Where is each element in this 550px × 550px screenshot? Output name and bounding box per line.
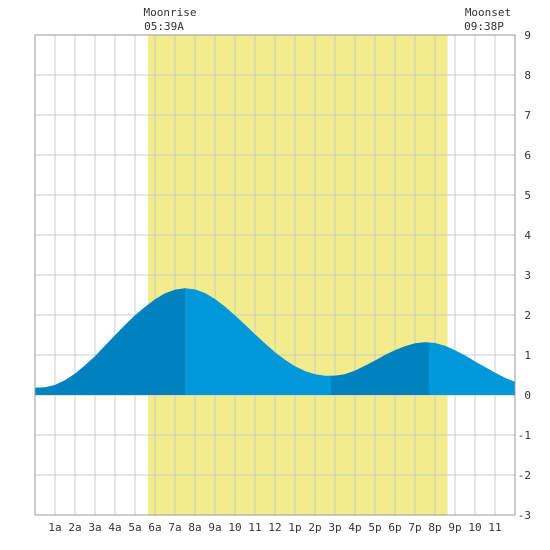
y-tick-label: -2 bbox=[518, 469, 531, 482]
y-tick-label: 1 bbox=[524, 349, 531, 362]
x-tick-label: 5p bbox=[368, 521, 381, 534]
x-tick-label: 6a bbox=[148, 521, 161, 534]
tide-area-shade bbox=[331, 342, 429, 395]
x-tick-label: 11 bbox=[248, 521, 261, 534]
y-tick-label: 7 bbox=[524, 109, 531, 122]
x-tick-label: 6p bbox=[388, 521, 401, 534]
x-tick-label: 9p bbox=[448, 521, 461, 534]
x-tick-label: 4p bbox=[348, 521, 361, 534]
y-tick-label: 0 bbox=[524, 389, 531, 402]
x-tick-label: 11 bbox=[488, 521, 501, 534]
x-tick-label: 9a bbox=[208, 521, 221, 534]
x-tick-label: 10 bbox=[228, 521, 241, 534]
x-tick-label: 8a bbox=[188, 521, 201, 534]
y-tick-label: 8 bbox=[524, 69, 531, 82]
x-tick-label: 3p bbox=[328, 521, 341, 534]
y-tick-label: -3 bbox=[518, 509, 531, 522]
y-tick-label: 9 bbox=[524, 29, 531, 42]
x-tick-labels: 1a 2a 3a 4a 5a 6a 7a 8a 9a 10 11 12 1p 2p 3p 4p 5p 6p 7p 8p… bbox=[48, 521, 501, 534]
y-tick-label: 2 bbox=[524, 309, 531, 322]
x-tick-label: 5a bbox=[128, 521, 141, 534]
x-tick-label: 8p bbox=[428, 521, 441, 534]
x-tick-label: 4a bbox=[108, 521, 121, 534]
tide-area-shade bbox=[35, 288, 185, 395]
y-tick-label: 6 bbox=[524, 149, 531, 162]
x-tick-label: 1a bbox=[48, 521, 61, 534]
moonrise-time: 05:39A bbox=[144, 20, 184, 33]
x-tick-label: 10 bbox=[468, 521, 481, 534]
moonrise-title: Moonrise bbox=[144, 6, 197, 19]
x-tick-label: 2a bbox=[68, 521, 81, 534]
x-tick-label: 2p bbox=[308, 521, 321, 534]
y-tick-label: 5 bbox=[524, 189, 531, 202]
plot-frame bbox=[34, 34, 516, 516]
moonset-time: 09:38P bbox=[464, 20, 504, 33]
y-tick-label: 4 bbox=[524, 229, 531, 242]
grid-layer bbox=[35, 34, 515, 516]
x-tick-label: 7p bbox=[408, 521, 421, 534]
y-tick-label: -1 bbox=[518, 429, 531, 442]
x-tick-label: 12 bbox=[268, 521, 281, 534]
tide-area-layer bbox=[35, 288, 515, 395]
y-tick-labels: -3 -2 -1 0 1 2 3 4 5 6 7 8 9 bbox=[518, 29, 532, 522]
y-tick-label: 3 bbox=[524, 269, 531, 282]
moonset-title: Moonset bbox=[465, 6, 511, 19]
x-tick-label: 3a bbox=[88, 521, 101, 534]
x-tick-label: 1p bbox=[288, 521, 301, 534]
x-tick-label: 7a bbox=[168, 521, 181, 534]
